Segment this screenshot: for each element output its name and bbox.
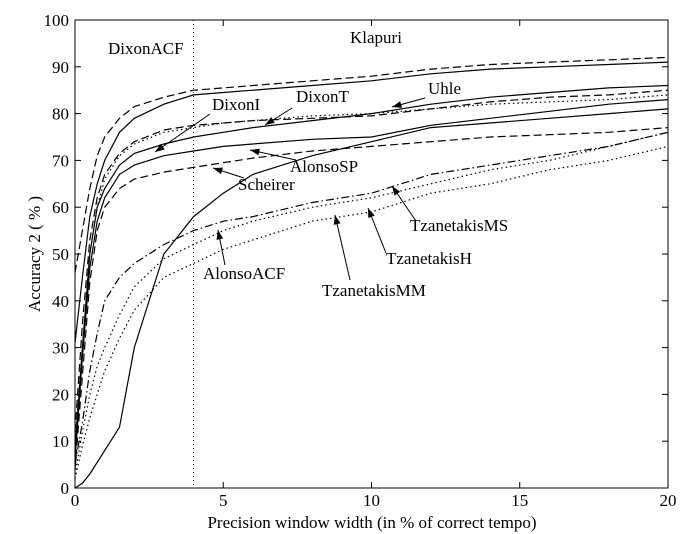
y-tick-label: 50	[52, 245, 69, 264]
arrow-head	[250, 148, 260, 156]
x-tick-label: 5	[219, 491, 228, 510]
series-line	[74, 56, 669, 273]
x-tick-label: 20	[660, 491, 677, 510]
series-label: Uhle	[428, 79, 461, 98]
y-axis-label: Accuracy 2 ( % )	[25, 196, 44, 312]
arrow-head	[216, 230, 224, 240]
series-line	[74, 99, 669, 460]
series-label: Klapuri	[350, 28, 402, 47]
series-label: DixonT	[296, 87, 350, 106]
series-line	[74, 61, 669, 343]
y-tick-label: 20	[52, 385, 69, 404]
series-line	[74, 127, 669, 470]
series-line	[74, 108, 669, 489]
series-label: DixonACF	[108, 39, 184, 58]
series-label: DixonI	[212, 95, 261, 114]
y-tick-label: 10	[52, 432, 69, 451]
y-tick-label: 40	[52, 292, 69, 311]
y-tick-label: 0	[61, 479, 70, 498]
series-label: Scheirer	[238, 175, 295, 194]
arrow-head	[265, 117, 275, 125]
series-line	[74, 84, 669, 451]
y-tick-label: 70	[52, 151, 69, 170]
x-tick-label: 15	[511, 491, 528, 510]
series-label: TzanetakisMM	[322, 281, 426, 300]
arrow-head	[392, 101, 402, 108]
series-label: TzanetakisMS	[410, 216, 508, 235]
y-tick-label: 80	[52, 105, 69, 124]
annotation-arrow	[154, 113, 211, 153]
series-line	[74, 145, 669, 479]
series-line	[74, 131, 669, 475]
series-label: TzanetakisH	[386, 249, 472, 268]
x-axis-label: Precision window width (in % of correct …	[207, 513, 536, 532]
arrow-head	[368, 208, 375, 218]
arrow-head	[155, 143, 165, 152]
x-tick-label: 0	[71, 491, 80, 510]
series-line	[74, 89, 669, 432]
arrow-head	[392, 186, 401, 196]
series-line	[74, 94, 669, 442]
series-line	[74, 131, 669, 465]
annotation-arrow	[334, 214, 351, 281]
series-label: AlonsoACF	[203, 264, 285, 283]
x-tick-label: 10	[363, 491, 380, 510]
y-tick-label: 90	[52, 58, 69, 77]
arrow-head	[333, 215, 341, 225]
y-tick-label: 30	[52, 339, 69, 358]
y-tick-label: 100	[44, 11, 70, 30]
y-tick-label: 60	[52, 198, 69, 217]
series-label: AlonsoSP	[290, 157, 358, 176]
arrow-head	[213, 167, 223, 175]
